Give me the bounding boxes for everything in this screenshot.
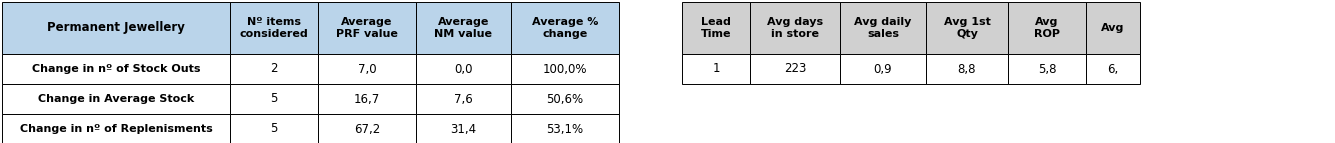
- FancyBboxPatch shape: [1008, 54, 1085, 84]
- Text: Avg daily
sales: Avg daily sales: [854, 17, 912, 39]
- FancyBboxPatch shape: [1085, 54, 1140, 84]
- Text: Avg
ROP: Avg ROP: [1035, 17, 1060, 39]
- FancyBboxPatch shape: [1, 2, 230, 54]
- FancyBboxPatch shape: [750, 54, 840, 84]
- FancyBboxPatch shape: [318, 2, 417, 54]
- Text: 8,8: 8,8: [957, 62, 976, 76]
- Text: 2: 2: [270, 62, 278, 76]
- FancyBboxPatch shape: [1085, 2, 1140, 54]
- Text: 1: 1: [713, 62, 720, 76]
- Text: Average %
change: Average % change: [531, 17, 598, 39]
- Text: 16,7: 16,7: [354, 93, 380, 106]
- Text: 50,6%: 50,6%: [546, 93, 583, 106]
- Text: 67,2: 67,2: [354, 123, 380, 136]
- Text: 6,: 6,: [1107, 62, 1119, 76]
- FancyBboxPatch shape: [1, 114, 230, 143]
- FancyBboxPatch shape: [417, 2, 511, 54]
- Text: 5: 5: [270, 123, 278, 136]
- FancyBboxPatch shape: [230, 54, 318, 84]
- Text: Avg: Avg: [1101, 23, 1124, 33]
- FancyBboxPatch shape: [511, 114, 619, 143]
- Text: Avg 1st
Qty: Avg 1st Qty: [944, 17, 991, 39]
- Text: Change in nº of Replenisments: Change in nº of Replenisments: [20, 124, 212, 134]
- FancyBboxPatch shape: [318, 84, 417, 114]
- Text: Change in Average Stock: Change in Average Stock: [37, 94, 194, 104]
- Text: 7,0: 7,0: [358, 62, 376, 76]
- Text: Nº items
considered: Nº items considered: [239, 17, 308, 39]
- FancyBboxPatch shape: [511, 2, 619, 54]
- FancyBboxPatch shape: [926, 54, 1008, 84]
- Text: Average
NM value: Average NM value: [434, 17, 493, 39]
- FancyBboxPatch shape: [511, 54, 619, 84]
- FancyBboxPatch shape: [417, 114, 511, 143]
- FancyBboxPatch shape: [230, 114, 318, 143]
- Text: 5,8: 5,8: [1037, 62, 1056, 76]
- FancyBboxPatch shape: [750, 2, 840, 54]
- FancyBboxPatch shape: [1008, 2, 1085, 54]
- Text: 7,6: 7,6: [454, 93, 473, 106]
- Text: 5: 5: [270, 93, 278, 106]
- FancyBboxPatch shape: [230, 2, 318, 54]
- Text: 53,1%: 53,1%: [546, 123, 583, 136]
- FancyBboxPatch shape: [1, 54, 230, 84]
- FancyBboxPatch shape: [417, 84, 511, 114]
- FancyBboxPatch shape: [318, 114, 417, 143]
- Text: Lead
Time: Lead Time: [701, 17, 732, 39]
- FancyBboxPatch shape: [840, 54, 926, 84]
- FancyBboxPatch shape: [511, 84, 619, 114]
- FancyBboxPatch shape: [318, 54, 417, 84]
- Text: 100,0%: 100,0%: [543, 62, 587, 76]
- Text: 0,0: 0,0: [454, 62, 473, 76]
- FancyBboxPatch shape: [926, 2, 1008, 54]
- FancyBboxPatch shape: [682, 54, 750, 84]
- Text: Change in nº of Stock Outs: Change in nº of Stock Outs: [32, 64, 200, 74]
- FancyBboxPatch shape: [230, 84, 318, 114]
- FancyBboxPatch shape: [417, 54, 511, 84]
- Text: 223: 223: [784, 62, 806, 76]
- FancyBboxPatch shape: [840, 2, 926, 54]
- Text: Average
PRF value: Average PRF value: [336, 17, 398, 39]
- FancyBboxPatch shape: [682, 2, 750, 54]
- Text: Avg days
in store: Avg days in store: [766, 17, 824, 39]
- Text: 0,9: 0,9: [873, 62, 892, 76]
- FancyBboxPatch shape: [1, 84, 230, 114]
- Text: 31,4: 31,4: [450, 123, 477, 136]
- Text: Permanent Jewellery: Permanent Jewellery: [47, 21, 186, 34]
